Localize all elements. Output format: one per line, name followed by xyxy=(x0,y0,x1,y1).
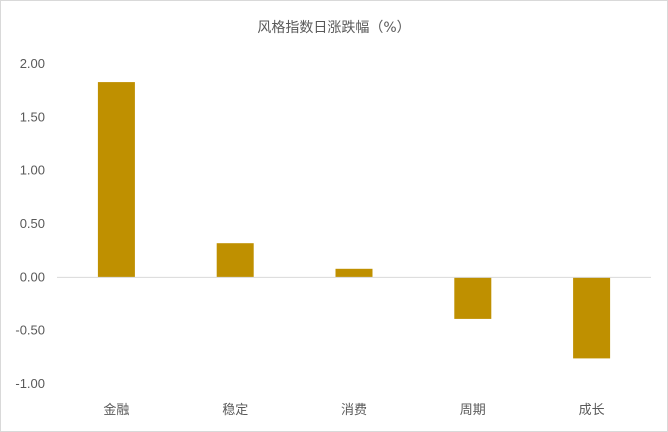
bar-4 xyxy=(573,277,611,359)
chart-title: 风格指数日涨跌幅（%） xyxy=(257,20,411,36)
category-label: 成长 xyxy=(579,403,605,418)
y-tick-label: -1.00 xyxy=(15,376,45,391)
y-tick-label: -0.50 xyxy=(15,323,45,338)
category-label: 消费 xyxy=(341,403,367,418)
category-label: 周期 xyxy=(460,403,486,418)
category-label: 稳定 xyxy=(222,402,248,418)
y-tick-label: 1.00 xyxy=(20,163,45,178)
y-tick-label: 0.50 xyxy=(20,216,45,231)
y-tick-label: 1.50 xyxy=(20,109,45,124)
y-tick-label: 0.00 xyxy=(20,269,45,284)
bar-0 xyxy=(97,82,135,278)
y-axis-ticks: 2.00 1.50 1.00 0.50 0.00 -0.50 -1.00 xyxy=(15,56,45,391)
bars xyxy=(97,82,611,359)
bar-2 xyxy=(335,268,373,278)
category-label: 金融 xyxy=(103,402,129,418)
y-tick-label: 2.00 xyxy=(20,56,45,71)
category-labels: 金融 稳定 消费 周期 成长 xyxy=(103,402,604,418)
bar-1 xyxy=(216,243,254,278)
bar-3 xyxy=(454,277,492,319)
